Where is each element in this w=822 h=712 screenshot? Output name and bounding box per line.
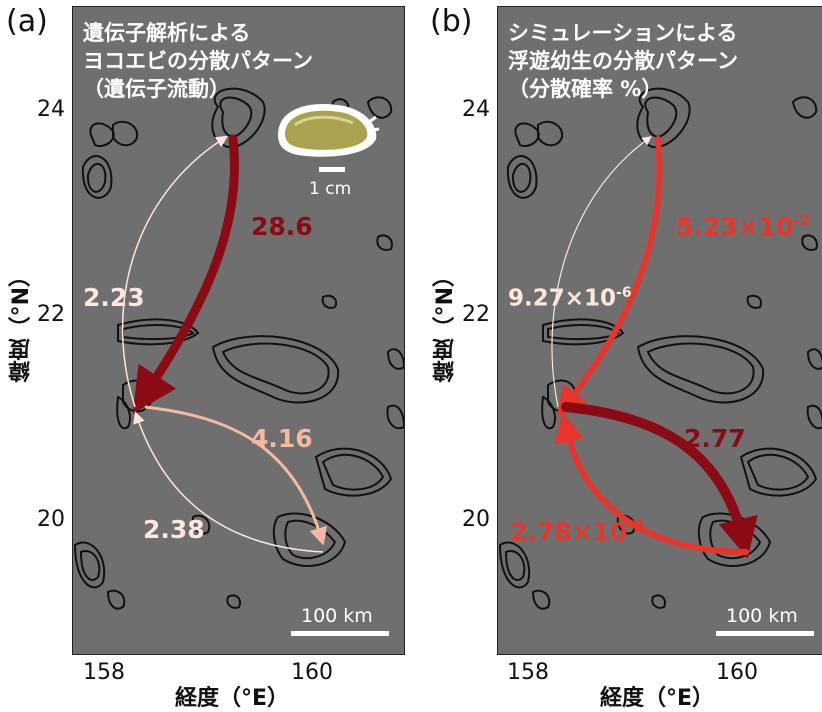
- panel-a-y-tick-20: 20: [37, 507, 65, 532]
- panel-a-title-line-1: 遺伝子解析による: [83, 21, 251, 45]
- panel-a-y-axis-label: 緯度（°N）: [9, 265, 34, 383]
- panel-b-flow-south-to-north-base: 9.27×10: [508, 285, 617, 312]
- panel-a-title: 遺伝子解析による ヨコエビの分散パターン （遺伝子流動）: [83, 19, 313, 103]
- panel-b-title-line-2: 浮遊幼生の分散パターン: [508, 49, 738, 73]
- panel-b-x-tick-160: 160: [716, 660, 758, 685]
- panel-b-title: シミュレーションによる 浮遊幼生の分散パターン （分散確率 %）: [508, 19, 738, 103]
- panel-b-x-axis-label: 経度（°E）: [600, 686, 715, 711]
- panel-a-x-tick-158: 158: [83, 660, 125, 685]
- panel-a-title-line-2: ヨコエビの分散パターン: [83, 49, 313, 73]
- panel-b-flow-mid-to-southeast: 2.77: [684, 424, 746, 453]
- panel-b-arrow-north-to-south: [556, 136, 663, 417]
- panel-b-flow-southeast-to-mid-exp: -2: [627, 517, 645, 535]
- panel-b-title-line-1: シミュレーションによる: [508, 21, 738, 45]
- panel-a-flow-south-to-north: 2.23: [83, 283, 145, 312]
- panel-a-x-axis-label: 経度（°E）: [175, 686, 290, 711]
- panel-b-y-axis-label: 緯度（°N）: [433, 265, 458, 383]
- panel-b-y-tick-22: 22: [462, 302, 490, 327]
- panel-b-scale-label: 100 km: [726, 605, 798, 627]
- panel-a-arrow-southeast-to-mid: [133, 411, 324, 553]
- panel-b-flow-south-to-north-exp: -6: [616, 285, 632, 301]
- panel-a-scale-bar: [291, 631, 389, 636]
- panel-a-map: 遺伝子解析による ヨコエビの分散パターン （遺伝子流動） 1 cm 28.6 2…: [72, 6, 405, 655]
- panel-a-title-line-3: （遺伝子流動）: [83, 77, 230, 101]
- panel-a-letter: (a): [6, 4, 48, 39]
- panel-b-flow-southeast-to-mid: 2.78×10-2: [510, 517, 644, 546]
- panel-b-flow-southeast-to-mid-base: 2.78×10: [510, 517, 628, 547]
- panel-b-flow-south-to-north: 9.27×10-6: [508, 285, 632, 312]
- panel-b-scale-bar: [716, 631, 814, 636]
- panel-a-y-tick-24: 24: [37, 97, 65, 122]
- panel-a-map-graphics: [73, 87, 404, 610]
- panel-b-letter: (b): [430, 4, 473, 39]
- panel-a-scale-label: 100 km: [301, 605, 373, 627]
- photo-scale-label: 1 cm: [309, 179, 352, 199]
- panel-b-map-graphics: [498, 87, 822, 610]
- panel-a-flow-southeast-to-mid: 2.38: [143, 515, 205, 544]
- photo-scale-bar: [319, 167, 345, 172]
- panel-b-x-tick-158: 158: [507, 660, 549, 685]
- panel-a-arrow-north-to-south: [132, 134, 240, 414]
- panel-b-flow-north-to-south-exp: -2: [793, 212, 811, 230]
- panel-a-flow-mid-to-southeast: 4.16: [251, 424, 313, 453]
- panel-b-y-tick-24: 24: [462, 97, 490, 122]
- panel-b-y-tick-20: 20: [462, 507, 490, 532]
- panel-a-y-tick-22: 22: [37, 302, 65, 327]
- panel-b-title-line-3: （分散確率 %）: [508, 77, 663, 101]
- panel-b-map: シミュレーションによる 浮遊幼生の分散パターン （分散確率 %） 5.23×10…: [497, 6, 822, 655]
- panel-b-arrow-southeast-to-mid: [554, 412, 749, 555]
- panel-a-x-tick-160: 160: [291, 660, 333, 685]
- amphipod-photo: [278, 104, 380, 157]
- panel-b-arrow-south-to-north: [551, 136, 652, 408]
- panel-b-arrow-mid-to-southeast: [561, 402, 758, 559]
- panel-b-flow-north-to-south: 5.23×10-2: [676, 212, 810, 241]
- panel-a-arrow-south-to-north: [121, 135, 229, 408]
- panel-a-flow-north-to-south: 28.6: [251, 212, 313, 241]
- panel-b-flow-north-to-south-base: 5.23×10: [676, 212, 794, 242]
- panel-a-arrow-mid-to-southeast: [144, 405, 327, 546]
